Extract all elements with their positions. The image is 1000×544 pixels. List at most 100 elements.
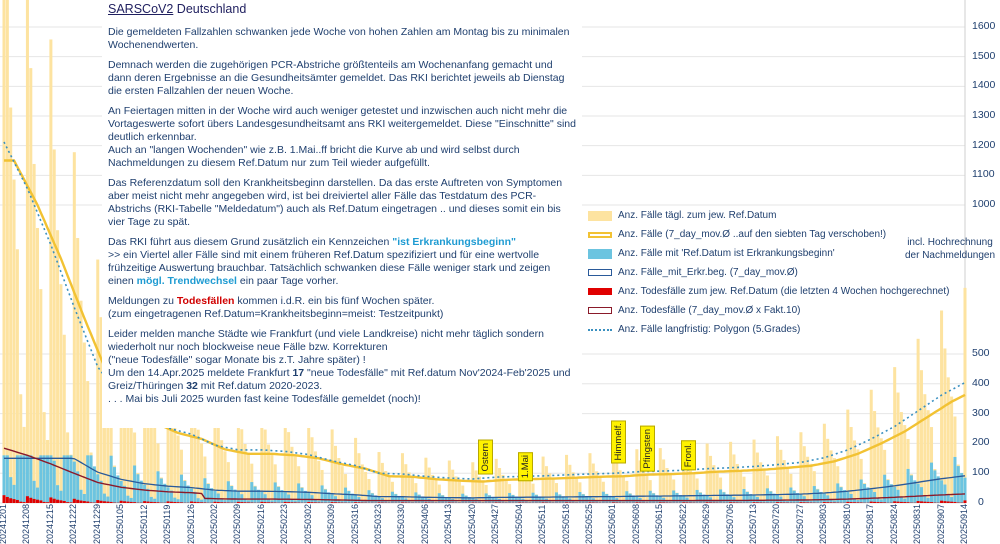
x-tick-label: 20250914 [959, 503, 969, 544]
onset-case-bar [186, 485, 190, 503]
daily-case-bar [123, 359, 127, 503]
onset-case-bar [916, 483, 920, 503]
daily-case-bar [310, 437, 314, 503]
onset-case-bar [213, 490, 217, 503]
death-bar [963, 500, 967, 503]
legend-item: Anz. Todesfälle zum jew. Ref.Datum (die … [588, 282, 963, 301]
onset-case-bar [842, 490, 846, 503]
onset-case-bar [163, 483, 167, 503]
x-tick-label: 20250601 [607, 503, 618, 544]
daily-case-bar [216, 423, 220, 503]
onset-case-bar [598, 501, 602, 503]
death-bar [494, 502, 498, 503]
daily-case-bar [852, 440, 857, 503]
y-tick-label: 1400 [972, 79, 996, 92]
daily-case-bar [263, 429, 267, 503]
death-bar [72, 498, 76, 503]
onset-case-bar [923, 495, 927, 503]
onset-case-bar [139, 480, 143, 503]
daily-case-bar [916, 338, 920, 503]
onset-case-bar [146, 488, 150, 503]
death-bar [79, 500, 83, 503]
onset-case-bar [226, 481, 230, 503]
onset-case-bar [66, 455, 70, 503]
onset-case-bar [337, 500, 341, 503]
death-bar [223, 502, 227, 503]
daily-case-bar [826, 438, 830, 503]
death-bar [133, 502, 137, 503]
onset-case-bar [866, 487, 870, 503]
onset-case-bar [605, 494, 609, 503]
death-bar [52, 498, 56, 503]
onset-case-bar [883, 474, 887, 503]
x-tick-label: 20241208 [21, 503, 32, 544]
onset-case-bar [260, 491, 264, 503]
onset-case-bar [655, 495, 659, 503]
daily-case-bar [943, 348, 947, 503]
onset-case-bar [414, 492, 418, 503]
onset-case-bar [220, 498, 224, 503]
daily-case-bar [360, 464, 364, 503]
daily-case-bar [330, 429, 334, 503]
death-bar [354, 502, 358, 503]
death-bar [216, 502, 220, 503]
onset-case-bar [169, 490, 173, 503]
daily-case-bar [126, 391, 130, 503]
onset-case-bar [652, 493, 656, 503]
death-bar [25, 496, 29, 503]
x-tick-label: 20250706 [724, 503, 735, 544]
x-tick-label: 20250202 [208, 503, 219, 544]
daily-case-bar [571, 472, 575, 503]
info-p1: Die gemeldeten Fallzahlen schwanken jede… [108, 26, 570, 51]
onset-case-bar [635, 496, 639, 503]
daily-case-bar [106, 387, 110, 503]
onset-case-bar [59, 490, 63, 503]
daily-case-bar [832, 458, 836, 503]
onset-case-bar [417, 494, 421, 503]
onset-case-bar [538, 496, 542, 503]
onset-case-bar [200, 499, 204, 503]
onset-case-bar [290, 499, 294, 503]
death-bar [447, 502, 451, 503]
death-bar [826, 502, 830, 503]
title-link[interactable]: SARSCoV2 [108, 2, 174, 16]
onset-case-bar [548, 501, 552, 503]
onset-case-bar [930, 462, 934, 503]
onset-case-bar [52, 460, 56, 503]
onset-case-bar [809, 500, 813, 503]
annotation-himmelf: Himmelf. [611, 420, 626, 464]
daily-case-bar [729, 441, 733, 503]
onset-case-bar [32, 480, 36, 503]
daily-case-bar [29, 68, 33, 503]
onset-case-bar [72, 461, 76, 503]
x-tick-label: 20250831 [912, 503, 923, 544]
death-bar [267, 502, 271, 503]
death-bar [856, 502, 860, 503]
onset-case-bar [645, 501, 649, 503]
annotation-1mai: 1.Mai [518, 452, 533, 482]
info-text-box: SARSCoV2 Deutschland Die gemeldeten Fall… [102, 0, 582, 428]
onset-case-bar [374, 495, 378, 503]
death-bar [220, 502, 224, 503]
x-tick-label: 20250420 [466, 503, 477, 544]
onset-case-bar [223, 500, 227, 503]
title-rest: Deutschland [173, 2, 247, 16]
x-tick-label: 20250309 [326, 503, 337, 544]
death-bar [102, 501, 106, 503]
daily-case-bar [283, 412, 287, 503]
daily-case-bar [575, 477, 579, 503]
onset-case-bar [682, 496, 686, 503]
death-bar [903, 502, 907, 503]
onset-case-bar [742, 489, 746, 503]
death-bar [176, 502, 180, 503]
daily-case-bar [551, 478, 555, 503]
death-bar [287, 502, 291, 503]
onset-case-bar [277, 486, 281, 503]
death-bar [752, 502, 756, 503]
onset-case-bar [648, 490, 652, 503]
onset-case-bar [554, 492, 558, 503]
legend-item: Anz. Fälle_mit_Erkr.beg. (7_day_mov.Ø) [588, 263, 963, 282]
death-bar [852, 502, 857, 503]
daily-case-bar [457, 481, 461, 503]
onset-case-bar [514, 496, 518, 503]
